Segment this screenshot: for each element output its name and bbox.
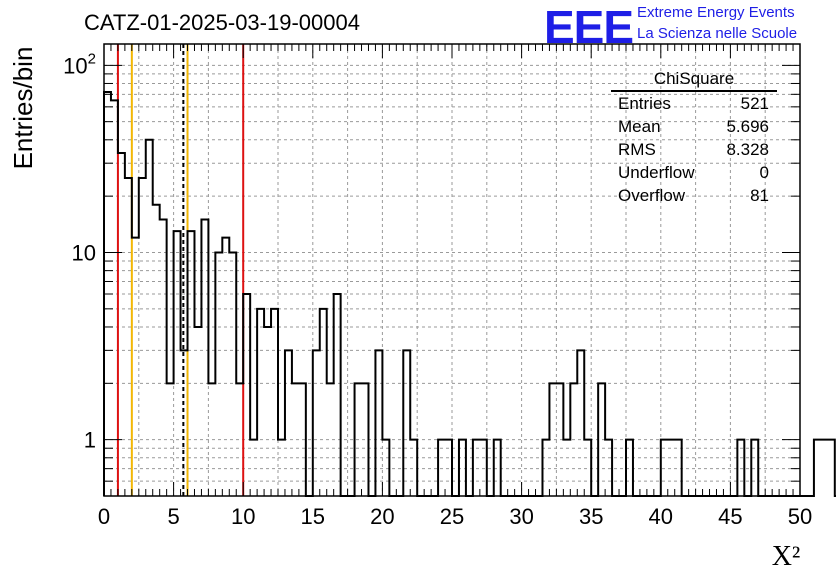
- stats-row-rms: RMS 8.328: [611, 138, 777, 161]
- stats-value: 81: [750, 186, 769, 205]
- y-tick-label: 1: [84, 428, 96, 453]
- axis-ticks: [103, 44, 801, 497]
- stats-row-overflow: Overflow 81: [611, 184, 777, 207]
- stats-row-mean: Mean 5.696: [611, 115, 777, 138]
- stats-label: Overflow: [618, 186, 686, 205]
- stats-label: Mean: [618, 117, 661, 136]
- stats-label: Underflow: [618, 163, 695, 182]
- eee-logo: EEE: [544, 1, 634, 53]
- x-tick-label: 25: [440, 504, 464, 529]
- y-tick-label: 102: [63, 50, 96, 78]
- x-tick-label: 40: [649, 504, 673, 529]
- stats-value: 8.328: [726, 140, 769, 159]
- run-title: CATZ-01-2025-03-19-00004: [84, 10, 360, 35]
- x-tick-label: 50: [788, 504, 812, 529]
- stats-row-entries: Entries 521: [611, 92, 777, 115]
- stats-title: ChiSquare: [611, 68, 777, 92]
- x-tick-labels: 0 5 10 15 20 25 30 35 40 45 50: [98, 504, 812, 529]
- stats-row-underflow: Underflow 0: [611, 161, 777, 184]
- x-tick-label: 5: [167, 504, 179, 529]
- stats-label: Entries: [618, 94, 671, 113]
- y-tick-label: 10: [72, 240, 96, 265]
- x-axis-title: X²: [772, 541, 801, 572]
- x-tick-label: 20: [370, 504, 394, 529]
- grid: [104, 44, 800, 496]
- x-tick-label: 35: [579, 504, 603, 529]
- x-tick-label: 10: [231, 504, 255, 529]
- x-tick-label: 45: [718, 504, 742, 529]
- y-axis-title: Entries/bin: [8, 47, 38, 170]
- x-tick-label: 30: [509, 504, 533, 529]
- stats-label: RMS: [618, 140, 656, 159]
- y-tick-labels: 1 10 102: [63, 50, 96, 452]
- eee-logo-line2: La Scienza nelle Scuole: [637, 25, 798, 42]
- stats-value: 521: [740, 94, 769, 113]
- stats-value: 0: [759, 163, 769, 182]
- stats-box: ChiSquare Entries 521 Mean 5.696 RMS 8.3…: [611, 68, 777, 207]
- eee-logo-line1: Extreme Energy Events: [637, 4, 795, 21]
- x-tick-label: 0: [98, 504, 110, 529]
- x-tick-label: 15: [301, 504, 325, 529]
- stats-value: 5.696: [726, 117, 769, 136]
